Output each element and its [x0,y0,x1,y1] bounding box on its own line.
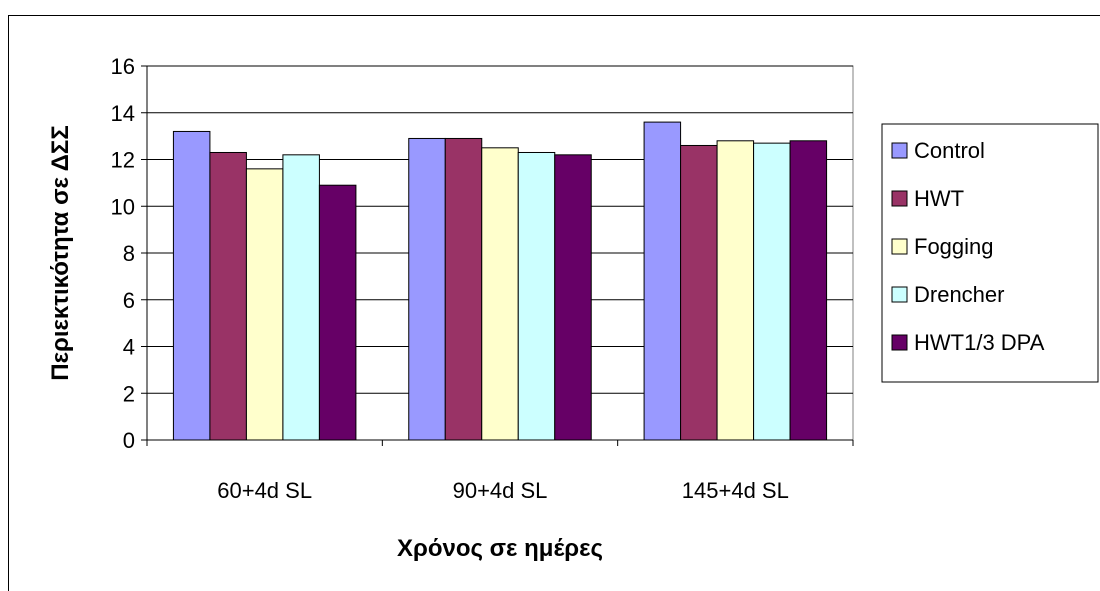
legend-box [881,123,1099,383]
y-tick-label: 12 [111,148,135,173]
axes [141,65,854,446]
y-tick-label: 0 [123,428,135,453]
bar [753,142,791,441]
legend-swatch [891,286,908,303]
bar [554,154,592,441]
legend-swatch [891,142,908,159]
legend: Control HWT Fogging Drencher HWT1/3 DPA [881,123,1099,383]
bar [209,151,247,441]
bar [643,121,682,441]
legend-swatch [891,190,908,207]
x-tick-label: 60+4d SL [217,478,312,503]
bar [408,137,446,441]
legend-label: HWT1/3 DPA [914,330,1045,355]
bar [680,144,718,441]
legend-swatch [891,334,908,351]
y-tick-label: 2 [123,381,135,406]
y-tick-label: 10 [111,194,135,219]
y-tick-label: 16 [111,54,135,79]
bar [245,168,284,441]
legend-label: Drencher [914,282,1004,307]
bar [444,137,483,441]
bar [716,140,755,441]
x-tick-label: 90+4d SL [453,478,548,503]
y-tick-label: 14 [111,101,135,126]
legend-label: Fogging [914,234,994,259]
y-axis-title: Περιεκτικότητα σε ΔΣΣ [47,125,74,380]
bar [318,184,357,441]
tick-labels: 0 2 4 6 8 10 12 14 16 60+4d SL 90+4d SL 145+4d SL [111,54,789,503]
x-tick-label: 145+4d SL [682,478,789,503]
y-tick-label: 8 [123,241,135,266]
bar [282,154,320,441]
bar [172,130,211,441]
legend-label: HWT [914,186,964,211]
bar [517,151,556,441]
legend-swatch [891,238,908,255]
y-tick-label: 6 [123,288,135,313]
bar [481,147,519,441]
chart-area [8,15,1100,591]
legend-label: Control [914,138,985,163]
bars [172,121,828,441]
bar [789,140,828,441]
x-axis-title: Χρόνος σε ημέρες [397,535,603,562]
y-tick-label: 4 [123,335,135,360]
